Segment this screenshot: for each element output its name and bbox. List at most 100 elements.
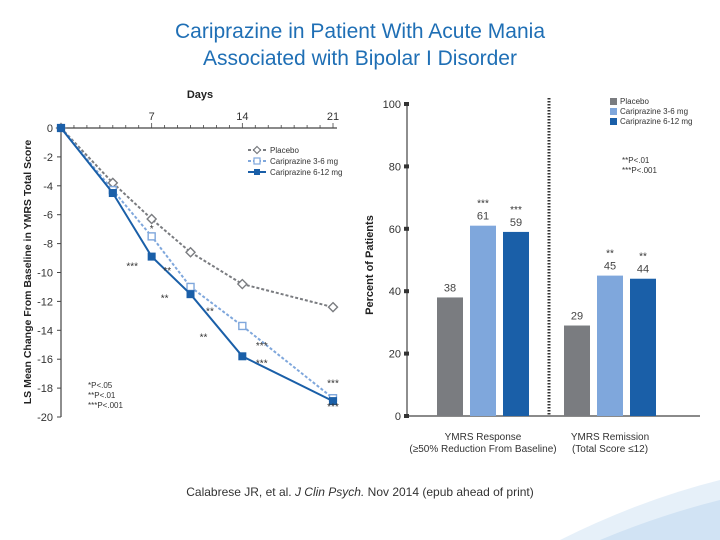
bar-y-tick-label: 100 <box>383 99 401 111</box>
bar-y-tick-label: 40 <box>389 286 401 298</box>
bar-y-tick-label: 60 <box>389 224 401 236</box>
bar-value-label: 38 <box>444 282 456 294</box>
line-sig-annotation: ** <box>206 306 214 317</box>
line-legend-label: Placebo <box>270 146 299 155</box>
citation: Calabrese JR, et al. J Clin Psych. Nov 2… <box>0 485 720 499</box>
bar-y-tick-label: 20 <box>389 349 401 361</box>
line-point-carip-6-12 <box>57 124 65 132</box>
bar-legend-label: Placebo <box>620 97 649 106</box>
line-y-tick-label: -16 <box>37 354 53 366</box>
bar-2-3 <box>630 278 656 416</box>
line-legend-marker <box>254 169 260 175</box>
line-point-carip-3-6 <box>186 282 195 292</box>
line-x-tick-label: 21 <box>327 111 339 123</box>
line-series-1 <box>60 127 334 309</box>
bar-y-axis-title: Percent of Patients <box>364 215 376 315</box>
bar-category-label: YMRS Remission <box>571 432 649 443</box>
line-y-tick-label: 0 <box>47 123 53 135</box>
line-x-tick-label: 14 <box>236 111 248 123</box>
line-y-axis-title: LS Mean Change From Baseline in YMRS Tot… <box>22 140 34 405</box>
line-sig-annotation: * <box>150 224 154 235</box>
bar-sig-label: *** <box>510 205 522 216</box>
bar-sig-label: ** <box>606 249 614 260</box>
line-legend-marker <box>253 157 261 165</box>
background-swoosh <box>560 480 720 540</box>
line-point-carip-6-12 <box>329 397 337 406</box>
line-sig-annotation: *** <box>327 379 339 390</box>
bar-2-2 <box>597 275 623 416</box>
line-point-placebo <box>146 213 158 225</box>
line-y-tick-label: -14 <box>37 325 53 337</box>
bar-footnote: **P<.01 <box>622 156 650 165</box>
slide-title-line-1: Cariprazine in Patient With Acute Mania <box>174 20 545 43</box>
bar-y-tick <box>404 289 409 294</box>
bar-legend-label: Cariprazine 3-6 mg <box>620 107 688 116</box>
line-x-tick-label: 7 <box>149 111 155 123</box>
bar-y-tick-label: 80 <box>389 161 401 173</box>
bar-2-1 <box>564 325 590 416</box>
line-point-carip-6-12 <box>108 189 117 198</box>
bar-category-label: YMRS Response <box>445 432 522 443</box>
line-point-placebo <box>236 278 248 290</box>
bar-legend-swatch <box>610 98 617 105</box>
bar-value-label: 59 <box>510 217 522 229</box>
line-y-tick-label: -10 <box>37 268 53 280</box>
line-sig-annotation: ** <box>163 266 171 277</box>
line-legend-label: Cariprazine 6-12 mg <box>270 168 342 177</box>
bar-category-label: (Total Score ≤12) <box>572 444 648 455</box>
line-point-carip-3-6 <box>147 232 156 241</box>
bar-y-tick-label: 0 <box>395 411 401 423</box>
line-legend-label: Cariprazine 3-6 mg <box>270 157 338 166</box>
line-y-tick-label: -8 <box>43 239 53 251</box>
line-chart-title: Days <box>187 89 213 101</box>
bar-y-tick <box>404 102 409 106</box>
line-sig-annotation: *** <box>256 341 268 352</box>
bar-value-label: 45 <box>604 261 616 273</box>
citation-prefix: Calabrese JR, et al. <box>186 485 295 499</box>
line-y-tick-label: -18 <box>37 383 53 395</box>
line-point-placebo <box>185 246 197 258</box>
line-sig-annotation: ** <box>200 332 208 343</box>
line-y-tick-label: -6 <box>43 210 53 222</box>
slide-title-line-2: Associated with Bipolar I Disorder <box>203 47 517 70</box>
bar-sig-label: *** <box>477 199 489 210</box>
line-sig-annotation: *** <box>327 402 339 413</box>
bar-y-tick <box>404 164 409 169</box>
citation-journal: J Clin Psych. <box>294 485 365 499</box>
line-y-tick-label: -20 <box>37 412 53 424</box>
line-series-2 <box>60 127 334 399</box>
line-point-carip-3-6 <box>238 321 247 331</box>
line-y-tick-label: -4 <box>43 181 53 193</box>
line-sig-annotation: *** <box>126 262 138 273</box>
bar-footnote: ***P<.001 <box>622 166 657 175</box>
line-series-3 <box>60 127 334 403</box>
line-point-carip-6-12 <box>238 352 247 361</box>
bar-legend-swatch <box>610 118 617 125</box>
line-sig-annotation: *** <box>256 358 268 369</box>
line-legend-marker <box>252 145 262 155</box>
bar-y-tick <box>404 351 409 356</box>
bar-sig-label: ** <box>639 252 647 263</box>
citation-suffix: Nov 2014 (epub ahead of print) <box>364 485 534 499</box>
line-footnote: ***P<.001 <box>88 401 123 410</box>
bar-y-tick <box>404 226 409 231</box>
bar-category-label: (≥50% Reduction From Baseline) <box>409 444 556 455</box>
bar-value-label: 61 <box>477 211 489 223</box>
bar-legend-swatch <box>610 108 617 115</box>
bar-1-2 <box>470 225 496 416</box>
line-footnote: *P<.05 <box>88 381 113 390</box>
line-sig-annotation: ** <box>161 293 169 304</box>
bar-value-label: 29 <box>571 311 583 323</box>
line-point-placebo <box>327 301 339 313</box>
bar-y-tick <box>404 414 409 418</box>
line-y-tick-label: -12 <box>37 296 53 308</box>
line-point-carip-6-12 <box>186 290 195 299</box>
line-y-tick-label: -2 <box>43 152 53 164</box>
bar-legend-label: Cariprazine 6-12 mg <box>620 117 692 126</box>
bar-1-1 <box>437 297 463 416</box>
line-footnote: **P<.01 <box>88 391 116 400</box>
bar-1-3 <box>503 231 529 416</box>
line-point-carip-6-12 <box>147 252 156 261</box>
